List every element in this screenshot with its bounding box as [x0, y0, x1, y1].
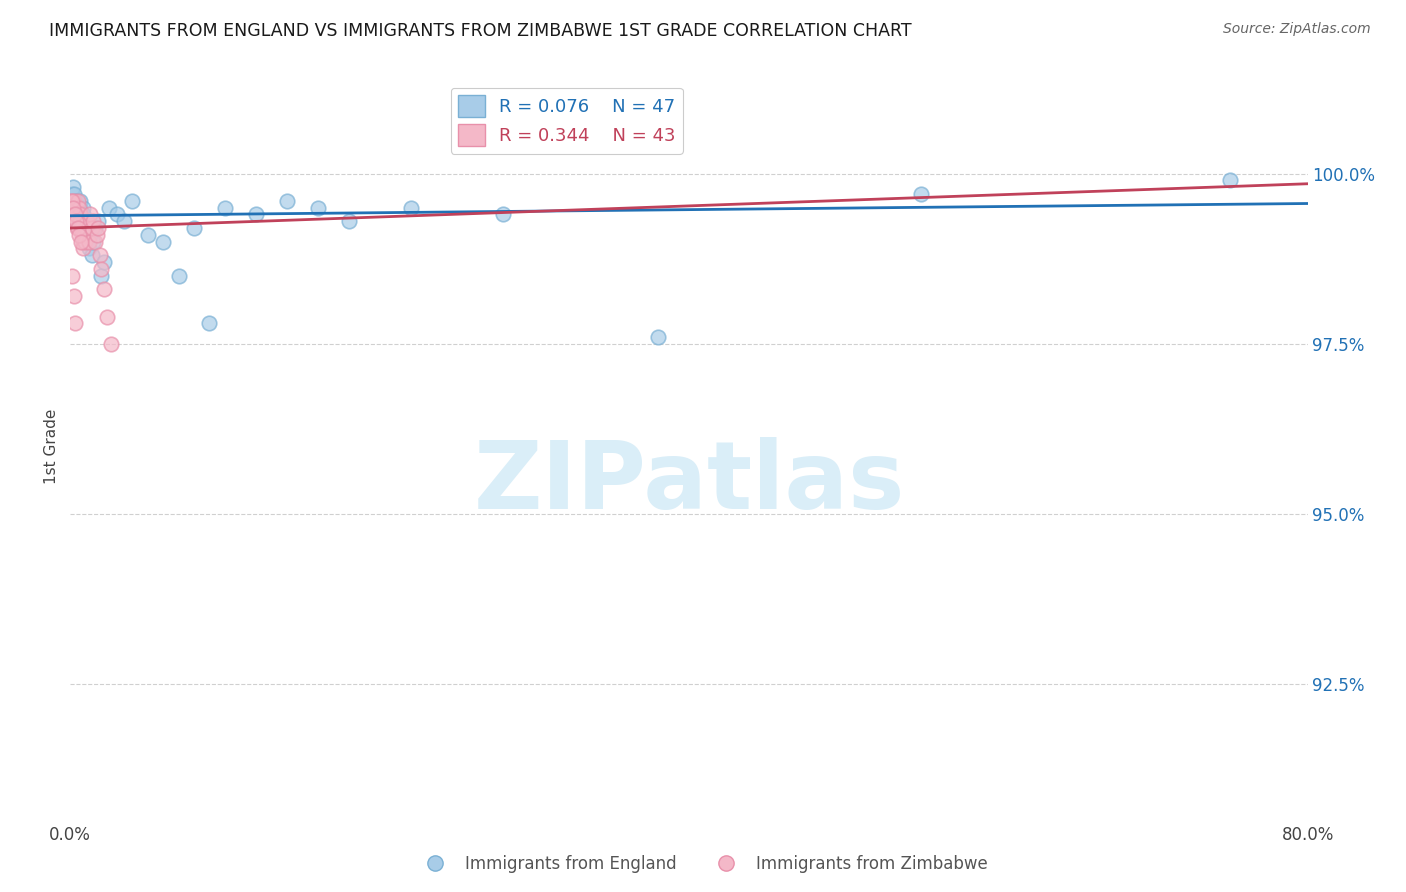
- Point: [910, 186, 932, 201]
- Point: [492, 207, 515, 221]
- Point: [245, 207, 267, 221]
- Point: [72, 201, 94, 215]
- Point: [82, 235, 105, 249]
- Point: [63, 186, 86, 201]
- Point: [63, 201, 86, 215]
- Point: [65, 194, 87, 208]
- Point: [77, 235, 100, 249]
- Point: [167, 268, 190, 283]
- Point: [62, 207, 84, 221]
- Point: [79, 207, 101, 221]
- Point: [62, 201, 84, 215]
- Point: [67, 227, 90, 242]
- Point: [69, 235, 91, 249]
- Point: [80, 248, 103, 262]
- Point: [62, 180, 84, 194]
- Point: [73, 235, 96, 249]
- Point: [70, 207, 93, 221]
- Point: [67, 207, 90, 221]
- Point: [84, 235, 107, 249]
- Point: [69, 207, 91, 221]
- Point: [105, 207, 128, 221]
- Point: [399, 201, 422, 215]
- Point: [65, 214, 87, 228]
- Point: [1219, 173, 1241, 187]
- Point: [84, 221, 107, 235]
- Point: [93, 282, 115, 296]
- Point: [69, 214, 91, 228]
- Text: IMMIGRANTS FROM ENGLAND VS IMMIGRANTS FROM ZIMBABWE 1ST GRADE CORRELATION CHART: IMMIGRANTS FROM ENGLAND VS IMMIGRANTS FR…: [49, 22, 912, 40]
- Point: [76, 214, 98, 228]
- Point: [73, 227, 96, 242]
- Point: [63, 194, 86, 208]
- Point: [75, 227, 97, 242]
- Point: [65, 207, 87, 221]
- Point: [69, 194, 91, 208]
- Point: [214, 201, 236, 215]
- Point: [121, 194, 143, 208]
- Point: [62, 214, 84, 228]
- Point: [60, 186, 83, 201]
- Point: [647, 330, 669, 344]
- Point: [307, 201, 329, 215]
- Text: Source: ZipAtlas.com: Source: ZipAtlas.com: [1223, 22, 1371, 37]
- Point: [183, 221, 205, 235]
- Point: [62, 289, 84, 303]
- Point: [90, 268, 112, 283]
- Point: [198, 317, 221, 331]
- Point: [79, 227, 101, 242]
- Point: [70, 227, 93, 242]
- Legend: Immigrants from England, Immigrants from Zimbabwe: Immigrants from England, Immigrants from…: [412, 848, 994, 880]
- Point: [67, 201, 90, 215]
- Point: [100, 336, 122, 351]
- Point: [60, 194, 83, 208]
- Point: [87, 221, 110, 235]
- Point: [63, 207, 86, 221]
- Point: [75, 221, 97, 235]
- Point: [89, 248, 111, 262]
- Point: [65, 214, 87, 228]
- Point: [60, 201, 83, 215]
- Point: [72, 207, 94, 221]
- Point: [337, 214, 360, 228]
- Point: [63, 201, 86, 215]
- Point: [66, 221, 89, 235]
- Point: [136, 227, 159, 242]
- Point: [77, 242, 100, 256]
- Point: [73, 214, 96, 228]
- Point: [69, 201, 91, 215]
- Point: [76, 235, 98, 249]
- Text: ZIPatlas: ZIPatlas: [474, 437, 904, 530]
- Point: [66, 201, 89, 215]
- Point: [80, 221, 103, 235]
- Point: [67, 194, 90, 208]
- Point: [114, 214, 135, 228]
- Point: [70, 214, 93, 228]
- Y-axis label: 1st Grade: 1st Grade: [44, 409, 59, 483]
- Point: [70, 221, 93, 235]
- Point: [86, 227, 108, 242]
- Point: [82, 214, 105, 228]
- Point: [67, 214, 90, 228]
- Point: [65, 207, 87, 221]
- Point: [93, 255, 115, 269]
- Point: [66, 221, 89, 235]
- Point: [98, 201, 120, 215]
- Point: [72, 242, 94, 256]
- Point: [96, 310, 118, 324]
- Point: [152, 235, 174, 249]
- Point: [62, 194, 84, 208]
- Point: [73, 221, 96, 235]
- Legend: R = 0.076    N = 47, R = 0.344    N = 43: R = 0.076 N = 47, R = 0.344 N = 43: [450, 88, 683, 153]
- Point: [65, 317, 87, 331]
- Point: [87, 214, 110, 228]
- Point: [276, 194, 298, 208]
- Point: [72, 235, 94, 249]
- Point: [60, 268, 83, 283]
- Point: [60, 194, 83, 208]
- Point: [90, 261, 112, 276]
